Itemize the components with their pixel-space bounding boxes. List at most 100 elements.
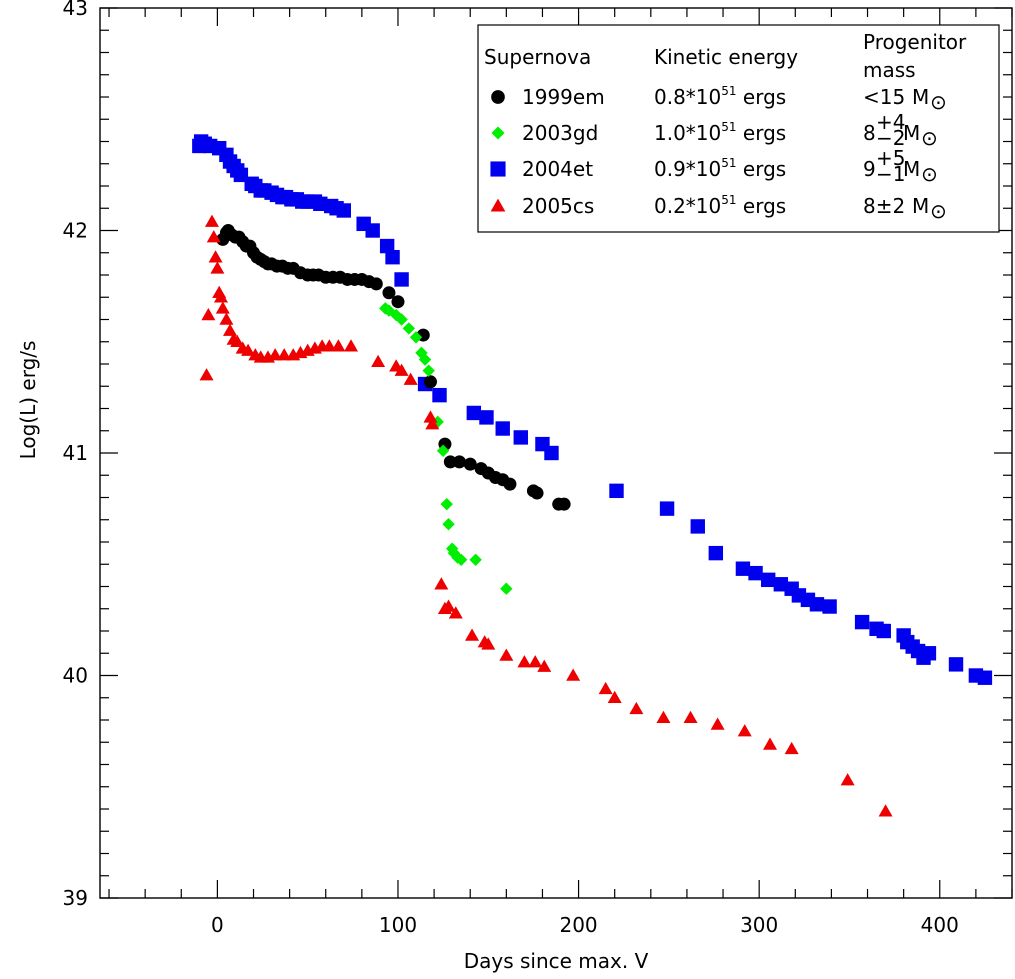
data-point-2005cs (517, 655, 532, 668)
data-point-2005cs (784, 741, 799, 755)
data-point-1999em (423, 375, 437, 389)
data-point-2004et (466, 405, 482, 421)
data-point-2005cs (629, 701, 644, 715)
sun-symbol-icon: ⊙ (921, 126, 938, 150)
data-point-2003gd (422, 364, 435, 377)
data-point-2003gd (436, 444, 450, 457)
legend-row-2005cs: 2005cs 0.2*1051 ergs 8±2 M ⊙ (490, 193, 947, 223)
data-point-2005cs (710, 717, 725, 730)
legend-mass: 8±2 (863, 194, 905, 218)
data-point-2005cs (230, 334, 245, 347)
data-point-2005cs (277, 348, 292, 361)
data-point-2005cs (331, 339, 346, 352)
data-point-2004et (876, 623, 891, 639)
data-point-2005cs (683, 710, 698, 724)
data-point-2004et (748, 565, 763, 581)
legend-mass: <15 (863, 85, 905, 109)
legend-mass-unit: M (912, 194, 929, 218)
legend-mass: 8 (863, 121, 876, 145)
legend-mass-unit: M (903, 121, 920, 145)
legend: Supernova Kinetic energy Progenitor mass… (477, 24, 1000, 233)
data-point-2005cs (878, 804, 893, 817)
data-point-2004et (735, 561, 751, 576)
data-point-2005cs (201, 308, 216, 321)
legend-row-2003gd: 2003gd 1.0*1051 ergs 8 +4−2M ⊙ (491, 110, 938, 150)
y-tick-label: 43 (63, 0, 88, 20)
x-axis-label: Days since max. V (464, 949, 649, 973)
data-point-1999em (369, 277, 383, 291)
data-point-2005cs (344, 339, 359, 352)
data-point-2005cs (268, 348, 283, 361)
data-point-2003gd (402, 322, 416, 335)
data-point-2005cs (656, 710, 671, 724)
data-point-2004et (708, 545, 724, 561)
data-point-2005cs (371, 354, 386, 368)
legend-energy: 1.0*1051 ergs (654, 120, 786, 145)
legend-header-energy: Kinetic energy (654, 45, 798, 69)
series-layer (192, 134, 993, 817)
data-point-2004et (921, 646, 937, 661)
y-axis-label: Log(L) erg/s (16, 341, 40, 460)
data-point-2004et (659, 501, 675, 516)
data-point-2003gd (395, 313, 408, 326)
y-tick-label: 42 (63, 219, 88, 243)
data-point-1999em (503, 477, 517, 491)
data-point-2005cs (840, 773, 855, 786)
series-2004et (192, 134, 993, 685)
axis-ticks (100, 7, 1013, 899)
data-point-2004et (495, 421, 510, 436)
legend-marker-1999em (491, 90, 505, 104)
data-point-2005cs (241, 343, 256, 356)
data-point-2004et (233, 167, 249, 183)
data-point-2004et (544, 445, 559, 461)
legend-marker-2005cs (490, 198, 506, 212)
data-point-2005cs (537, 659, 552, 672)
data-point-2005cs (434, 577, 449, 590)
x-tick-label: 0 (211, 913, 224, 937)
data-point-2004et (854, 614, 870, 630)
data-point-2003gd (440, 497, 453, 511)
legend-energy: 0.2*1051 ergs (654, 193, 786, 218)
data-point-2005cs (441, 599, 456, 612)
sun-symbol-icon: ⊙ (930, 199, 947, 223)
data-point-2005cs (423, 410, 438, 423)
data-point-2004et (773, 577, 789, 592)
data-point-2005cs (607, 690, 622, 703)
data-point-2003gd (500, 582, 513, 595)
data-point-2005cs (763, 737, 778, 750)
series-2005cs (199, 214, 893, 817)
data-point-1999em (391, 295, 405, 309)
legend-mass-sub: −2 (876, 126, 905, 150)
legend-rows: 1999em 0.8*1051 ergs <15 M ⊙2003gd 1.0*1051 e… (490, 84, 947, 223)
data-point-2004et (513, 430, 528, 445)
data-point-2005cs (394, 363, 409, 376)
x-tick-label: 100 (379, 913, 417, 937)
legend-energy: 0.8*1051 ergs (654, 84, 786, 109)
data-point-2005cs (403, 372, 418, 385)
data-point-2005cs (219, 312, 234, 325)
data-point-2004et (690, 519, 705, 534)
data-point-2005cs (499, 648, 514, 661)
legend-marker-2003gd (491, 126, 505, 140)
data-point-1999em (443, 455, 457, 469)
data-point-2005cs (215, 301, 230, 314)
series-2003gd (379, 302, 513, 595)
legend-row-1999em: 1999em 0.8*1051 ergs <15 M ⊙ (491, 84, 947, 114)
y-tick-label: 39 (63, 886, 88, 910)
legend-name: 2005cs (522, 194, 594, 218)
data-point-2004et (313, 196, 328, 211)
legend-header-mass-line1: Progenitor (863, 30, 967, 54)
data-point-2003gd (418, 353, 432, 366)
data-point-1999em (557, 497, 571, 511)
data-point-2003gd (409, 331, 423, 344)
data-point-2004et (809, 597, 825, 612)
y-tick-label: 41 (63, 441, 88, 465)
y-tick-label: 40 (63, 664, 88, 688)
legend-mass: 9 (863, 157, 876, 181)
tick-labels: 0 100 200 300 400 39 40 41 42 43 (63, 0, 959, 937)
legend-name: 2003gd (522, 121, 598, 145)
data-point-2004et (379, 238, 395, 254)
legend-mass-sup: +5 (876, 146, 905, 170)
data-point-2005cs (528, 655, 543, 668)
legend-mass-unit: M (912, 85, 929, 109)
